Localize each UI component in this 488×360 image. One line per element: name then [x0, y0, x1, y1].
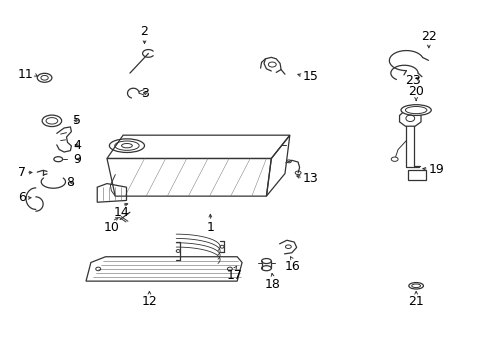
Text: 1: 1	[206, 221, 214, 234]
Text: 19: 19	[428, 163, 444, 176]
Text: 15: 15	[303, 69, 318, 82]
Text: 3: 3	[141, 87, 149, 100]
Text: 16: 16	[284, 260, 300, 273]
Text: 22: 22	[420, 30, 436, 43]
Ellipse shape	[42, 115, 61, 127]
Text: 8: 8	[66, 176, 74, 189]
Text: 6: 6	[18, 192, 26, 204]
Text: 2: 2	[141, 25, 148, 39]
Text: 10: 10	[104, 221, 120, 234]
Text: 13: 13	[303, 172, 318, 185]
Text: 14: 14	[114, 206, 129, 219]
Text: 23: 23	[405, 74, 420, 87]
Text: 21: 21	[407, 296, 423, 309]
Text: 17: 17	[226, 269, 242, 282]
Ellipse shape	[400, 105, 430, 116]
Ellipse shape	[54, 157, 62, 162]
Text: 9: 9	[73, 153, 81, 166]
Text: 18: 18	[264, 278, 280, 291]
Text: 4: 4	[73, 139, 81, 152]
Ellipse shape	[37, 73, 52, 82]
Text: 11: 11	[18, 68, 34, 81]
Text: 5: 5	[73, 114, 81, 127]
Text: 12: 12	[141, 296, 157, 309]
Text: 7: 7	[18, 166, 26, 179]
Text: 20: 20	[407, 85, 423, 98]
Ellipse shape	[408, 283, 423, 289]
